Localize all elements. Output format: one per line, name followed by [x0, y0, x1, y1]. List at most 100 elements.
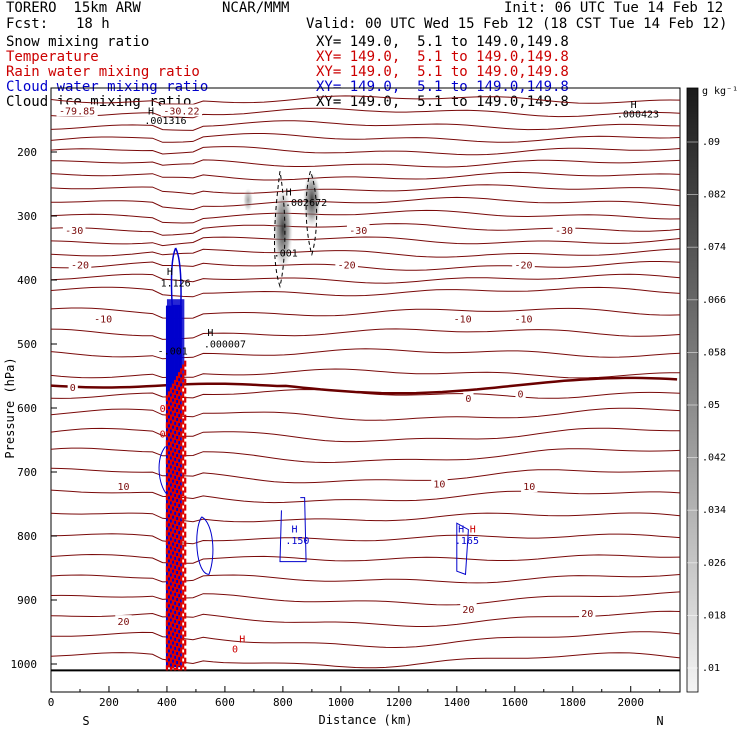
cloud-water-contour	[158, 446, 168, 495]
contour-label-layer: -79.85 -30.22 -30 -30 -30 -20 -20 -20 -10 -10 -10 0…	[56, 100, 659, 656]
isotherm-line	[50, 209, 681, 224]
temperature-label: -30.22	[163, 106, 199, 117]
isotherm-line	[50, 610, 681, 627]
isotherm-line	[50, 286, 681, 298]
isotherm-line	[50, 631, 681, 649]
x-tick-label: 1400	[444, 696, 471, 709]
temperature-label-bg	[552, 224, 576, 237]
cloud-water-core	[166, 299, 185, 383]
temperature-label: 0	[70, 383, 76, 394]
isotherm-line	[50, 236, 681, 247]
snow-contour	[305, 171, 318, 257]
isotherm-line	[50, 489, 681, 504]
extremum-label: .000423	[617, 110, 659, 121]
extremum-label: H	[167, 267, 173, 278]
isotherm-line	[50, 248, 681, 258]
temperature-label-bg	[68, 258, 92, 271]
axes-layer: 0 200 400 600 800 1000 1200 1400 1600 1800 2000200…	[3, 146, 664, 728]
temperature-label-bg	[512, 312, 535, 325]
isotherm-line	[50, 388, 681, 399]
temperature-label: -10	[94, 314, 112, 325]
colorbar-label: .018	[702, 610, 726, 621]
isotherm-line	[50, 467, 680, 484]
temperature-label-bg	[515, 387, 526, 400]
temperature-label: -30	[349, 226, 367, 237]
colorbar: .09 .082 .074 .066 .058 .05 .042 .034 .026 .018 .0…	[686, 86, 738, 693]
extremum-label: H	[631, 100, 637, 111]
isotherm-line	[50, 591, 681, 606]
isotherm-line	[50, 273, 681, 284]
field-name-snow: Snow mixing ratio	[6, 34, 150, 50]
isotherm-line	[50, 120, 681, 131]
isotherm-line	[51, 196, 681, 211]
extremum-label: 0	[160, 404, 166, 415]
isotherm-line	[50, 652, 681, 669]
snow-shading	[243, 188, 254, 212]
cloud-water-contour	[196, 516, 214, 575]
temperature-label: 20	[462, 605, 474, 616]
field-xy-temperature: XY= 149.0, 5.1 to 149.0,149.8	[316, 49, 569, 65]
field-xy-rain: XY= 149.0, 5.1 to 149.0,149.8	[316, 64, 569, 80]
temperature-label: 10	[523, 482, 535, 493]
colorbar-label: .026	[702, 558, 726, 569]
temperature-label: 0	[465, 394, 471, 405]
temperature-label-bg	[56, 104, 98, 117]
isotherm-line	[50, 171, 681, 181]
isotherm-line	[50, 184, 681, 195]
x-axis-title: Distance (km)	[319, 713, 413, 727]
isotherm-line	[50, 574, 681, 584]
isotherm-line	[50, 328, 681, 340]
colorbar-label: .058	[702, 347, 726, 358]
x-start-label: S	[82, 714, 89, 728]
temperature-label-bg	[62, 224, 86, 237]
extremum-label: H	[458, 524, 464, 535]
isotherm-line	[50, 447, 681, 464]
y-tick-label: 600	[17, 402, 37, 415]
field-xy-cloud-ice: XY= 149.0, 5.1 to 149.0,149.8	[316, 94, 569, 110]
colorbar-label: .066	[702, 295, 726, 306]
rain-layer	[165, 360, 187, 671]
extremum-label: .150	[285, 536, 309, 547]
field-name-temperature: Temperature	[6, 49, 99, 65]
valid-time: Valid: 00 UTC Wed 15 Feb 12 (18 CST Tue …	[306, 16, 728, 32]
snow-shading	[272, 186, 293, 271]
x-tick-label: 800	[273, 696, 293, 709]
temperature-label-bg	[67, 380, 78, 393]
temperature-label: 10	[117, 482, 129, 493]
temperature-label-bg	[335, 258, 358, 271]
cloud-water-contour	[279, 497, 307, 563]
temperature-label: 20	[117, 617, 129, 628]
extremum-label: .001316	[144, 116, 186, 127]
colorbar-unit: g kg⁻¹	[702, 86, 738, 97]
y-tick-label: 700	[17, 466, 37, 479]
temperature-label: 10	[433, 480, 445, 491]
temperature-label-bg	[512, 258, 535, 271]
isotherm-line	[50, 348, 681, 360]
temperature-label-bg	[431, 477, 448, 490]
temperature-label-bg	[115, 480, 132, 493]
y-tick-label: 900	[17, 594, 37, 607]
cloud-water-contour	[170, 247, 182, 307]
colorbar-label: .082	[702, 190, 726, 201]
x-tick-label: 2000	[617, 696, 644, 709]
x-tick-label: 600	[215, 696, 235, 709]
colorbar-label: .042	[702, 453, 726, 464]
colorbar-label: .05	[702, 400, 720, 411]
colorbar-label: .074	[702, 242, 726, 253]
x-tick-label: 0	[48, 696, 55, 709]
extremum-label: H	[291, 524, 297, 535]
x-tick-label: 200	[99, 696, 119, 709]
field-name-cloud-ice: Cloud ice mixing ratio	[6, 94, 192, 110]
isotherm-line	[50, 533, 681, 545]
temperature-label-bg	[521, 480, 538, 493]
temperature-label: -30	[65, 226, 83, 237]
x-tick-label: 1600	[502, 696, 529, 709]
init-time: Init: 06 UTC Tue 14 Feb 12	[504, 0, 724, 16]
isotherm-line	[50, 407, 681, 421]
temperature-label: -20	[514, 261, 532, 272]
x-tick-label: 1000	[328, 696, 355, 709]
isotherm-line	[50, 95, 681, 105]
temperature-label-bg	[463, 391, 474, 404]
temperature-label-bg	[579, 606, 596, 619]
